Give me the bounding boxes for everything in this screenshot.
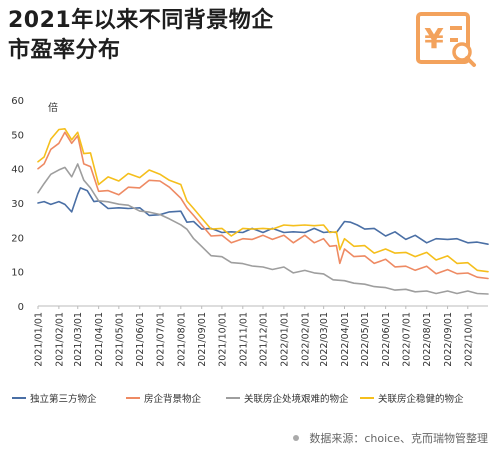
legend-swatch-developer-backed: [126, 397, 140, 399]
y-tick-label: 30: [11, 199, 24, 210]
x-tick-label: 2021/02/01: [54, 312, 65, 367]
bullet-dot-icon: [293, 435, 300, 441]
x-tick-label: 2022/01/01: [279, 312, 290, 367]
y-tick-label: 60: [11, 96, 24, 107]
x-tick-label: 2021/01/01: [34, 312, 45, 367]
x-tick-label: 2022/07/01: [401, 312, 412, 367]
y-tick-label: 10: [11, 268, 24, 279]
y-axis-unit-label: 倍: [48, 101, 58, 114]
x-tick-label: 2021/07/01: [155, 312, 166, 367]
legend-label-distressed-developer: 关联房企处境艰难的物企: [244, 394, 349, 405]
legend-item-developer-backed: 房企背景物企: [126, 391, 201, 405]
x-tick-label: 2022/08/01: [422, 312, 433, 367]
x-tick-label: 2022/02/01: [300, 312, 311, 367]
data-source-text: 数据来源：choice、克而瑞物管整理: [309, 432, 488, 445]
legend-item-stable-developer: 关联房企稳健的物企: [360, 391, 464, 405]
y-tick-label: 0: [18, 302, 24, 313]
y-tick-label: 20: [11, 233, 24, 244]
legend-item-distressed-developer: 关联房企处境艰难的物企: [226, 391, 349, 405]
series-line-developer-backed: [37, 131, 489, 280]
x-tick-label: 2021/09/01: [197, 312, 208, 367]
x-tick-label: 2021/06/01: [135, 312, 146, 367]
legend-swatch-distressed-developer: [226, 397, 240, 399]
x-tick-label: 2021/10/01: [217, 312, 228, 367]
x-tick-label: 2021/04/01: [94, 312, 105, 367]
legend-label-stable-developer: 关联房企稳健的物企: [378, 394, 464, 405]
yuan-document-search-icon: ¥: [416, 12, 476, 67]
title-line-1: 2021年以来不同背景物企: [8, 8, 274, 33]
x-axis: 2021/01/01 2021/02/01 2021/03/01 2021/04/01…: [34, 306, 474, 367]
svg-text:¥: ¥: [424, 22, 444, 55]
title-line-2: 市盈率分布: [8, 38, 121, 63]
series-line-stable-developer: [37, 128, 489, 273]
x-tick-label: 2021/03/01: [73, 312, 84, 367]
legend-label-independent: 独立第三方物企: [30, 394, 97, 405]
y-tick-label: 50: [11, 130, 24, 141]
chart-title: 2021年以来不同背景物企 市盈率分布: [8, 6, 408, 66]
x-tick-label: 2021/05/01: [114, 312, 125, 367]
x-tick-label: 2021/11/01: [238, 312, 249, 367]
x-tick-label: 2021/12/01: [259, 312, 270, 367]
data-source-note: 数据来源：choice、克而瑞物管整理: [293, 430, 488, 446]
y-tick-label: 40: [11, 165, 24, 176]
x-tick-label: 2022/03/01: [319, 312, 330, 367]
x-tick-label: 2022/06/01: [381, 312, 392, 367]
series-line-independent: [37, 187, 489, 245]
x-tick-label: 2022/10/01: [463, 312, 474, 367]
x-tick-label: 2022/05/01: [360, 312, 371, 367]
x-tick-label: 2022/09/01: [443, 312, 454, 367]
legend-label-developer-backed: 房企背景物企: [144, 394, 202, 405]
legend-swatch-stable-developer: [360, 397, 374, 399]
chart-legend: 独立第三方物企 房企背景物企 关联房企处境艰难的物企 关联房企稳健的物企: [12, 391, 492, 407]
legend-swatch-independent: [12, 397, 26, 399]
x-tick-label: 2022/04/01: [340, 312, 351, 367]
y-axis: 0 10 20 30 40 50 60: [11, 96, 24, 313]
x-tick-label: 2021/08/01: [176, 312, 187, 367]
series-line-distressed-developer: [37, 163, 489, 295]
series-lines: [37, 128, 489, 295]
legend-item-independent: 独立第三方物企: [12, 391, 97, 405]
